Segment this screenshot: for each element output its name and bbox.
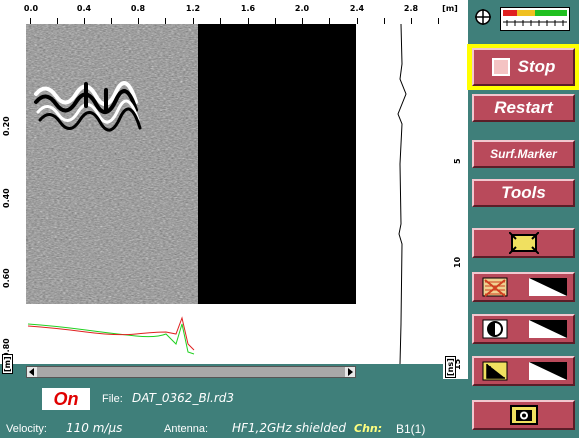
surf-marker-button[interactable]: Surf.Marker xyxy=(472,140,575,168)
distance-tick: 2.4 xyxy=(349,4,365,13)
surf-marker-label: Surf.Marker xyxy=(490,147,557,161)
filter-button[interactable] xyxy=(472,272,575,302)
crosshair-icon xyxy=(475,9,491,25)
depth-tick: 0.60 xyxy=(2,268,11,288)
time-tick: 10 xyxy=(453,256,462,268)
tools-button[interactable]: Tools xyxy=(472,179,575,207)
fit-screen-icon xyxy=(508,232,539,254)
right-arrow-icon xyxy=(348,368,353,376)
restart-button[interactable]: Restart xyxy=(472,94,575,122)
distance-axis: 0.0 0.4 0.8 1.2 1.6 2.0 2.4 2.8 [m] xyxy=(0,0,468,24)
horizontal-scrollbar[interactable] xyxy=(26,366,356,378)
file-value: DAT_0362_Bl.rd3 xyxy=(132,391,235,405)
stop-button[interactable]: Stop xyxy=(472,48,575,86)
distance-tick: 0.8 xyxy=(130,4,146,13)
time-axis: 5 10 15 [ns] xyxy=(443,24,468,379)
fit-screen-button[interactable] xyxy=(472,228,575,258)
time-tick: 5 xyxy=(453,158,462,164)
distance-unit: [m] xyxy=(442,4,458,13)
file-label: File: xyxy=(102,393,123,405)
gain-icon xyxy=(482,361,567,381)
stop-icon xyxy=(491,58,510,76)
filter-icon xyxy=(482,277,567,297)
velocity-label: Velocity: xyxy=(6,423,47,435)
radargram-image[interactable] xyxy=(26,24,198,304)
scroll-thumb[interactable] xyxy=(37,367,345,377)
restart-label: Restart xyxy=(494,98,553,117)
distance-tick: 2.8 xyxy=(403,4,419,13)
depth-tick: 0.20 xyxy=(2,116,11,136)
color-scale-icon xyxy=(500,7,570,31)
scroll-right-button[interactable] xyxy=(345,367,355,377)
left-arrow-icon xyxy=(29,368,34,376)
contrast-icon xyxy=(482,319,567,339)
depth-unit: [m] xyxy=(2,354,13,374)
distance-tick: 2.0 xyxy=(294,4,310,13)
channel-value: B1(1) xyxy=(396,422,426,436)
empty-radargram-area xyxy=(198,24,356,304)
scroll-left-button[interactable] xyxy=(27,367,37,377)
depth-tick: 0.40 xyxy=(2,188,11,208)
distance-tick: 0.0 xyxy=(23,4,39,13)
tools-label: Tools xyxy=(501,183,546,202)
gain-button[interactable] xyxy=(472,356,575,386)
stop-label: Stop xyxy=(517,57,556,76)
trace-panel xyxy=(356,23,443,365)
velocity-value: 110 m/µs xyxy=(66,421,123,435)
antenna-label: Antenna: xyxy=(164,423,209,435)
depth-axis: 0.20 0.40 0.60 0.80 [m] xyxy=(0,24,26,374)
antenna-value: HF1,2GHz shielded xyxy=(232,421,346,435)
time-unit: [ns] xyxy=(445,356,456,378)
recording-status-badge: On xyxy=(42,388,90,410)
camera-icon xyxy=(509,405,538,425)
distance-tick: 1.6 xyxy=(240,4,256,13)
distance-tick: 1.2 xyxy=(185,4,201,13)
snapshot-button[interactable] xyxy=(472,400,575,430)
contrast-button[interactable] xyxy=(472,314,575,344)
channel-label: Chn: xyxy=(354,422,383,435)
distance-tick: 0.4 xyxy=(76,4,92,13)
amplitude-panel xyxy=(26,304,356,364)
